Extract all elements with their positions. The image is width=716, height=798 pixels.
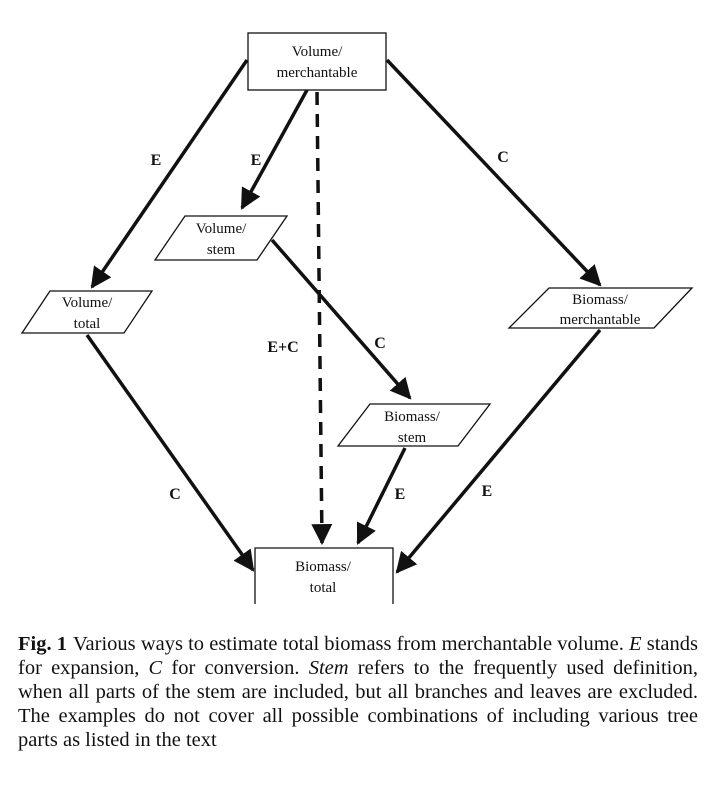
caption-e-symbol: E <box>629 633 642 655</box>
node-biomass-stem-line2: stem <box>398 430 427 446</box>
edge-volume-merchantable-to-biomass-merchantable <box>385 58 602 287</box>
biomass-estimation-diagram: Volume/ merchantable Volume/ stem Volume… <box>20 32 694 604</box>
node-volume-stem-line2: stem <box>207 242 236 258</box>
node-biomass-stem-line1: Biomass/ <box>384 409 441 425</box>
edge-volume-merchantable-to-volume-total <box>90 59 249 289</box>
edge-label-vm-bt: E+C <box>267 339 298 356</box>
edge-biomass-stem-to-biomass-total <box>356 447 407 545</box>
edge-label-vm-bm: C <box>497 149 509 166</box>
node-volume-merchantable: Volume/ merchantable <box>247 32 387 91</box>
figure-label: Fig. 1 <box>18 633 68 655</box>
node-volume-total-line1: Volume/ <box>62 295 113 311</box>
node-biomass-merchantable: Biomass/ merchantable <box>507 287 694 329</box>
node-biomass-total-line1: Biomass/ <box>295 559 352 575</box>
caption-stem-word: Stem <box>308 657 349 679</box>
edge-volume-merchantable-to-volume-stem <box>240 89 309 210</box>
node-volume-total: Volume/ total <box>20 290 154 334</box>
caption-text-2: stands for expansion, <box>18 633 698 679</box>
edge-volume-stem-to-biomass-stem <box>270 238 412 400</box>
edge-volume-total-to-biomass-total <box>85 333 255 572</box>
edge-label-bm-bt: E <box>482 483 493 500</box>
node-volume-total-line2: total <box>74 316 101 332</box>
edge-label-bs-bt: E <box>395 486 406 503</box>
node-biomass-merchantable-line1: Biomass/ <box>572 292 629 308</box>
edge-label-vm-vt: E <box>151 152 162 169</box>
node-volume-merchantable-line1: Volume/ <box>292 44 343 60</box>
edge-label-vt-bt: C <box>169 486 181 503</box>
node-volume-stem: Volume/ stem <box>153 215 289 261</box>
node-volume-merchantable-line2: merchantable <box>277 65 358 81</box>
edge-label-vm-vs: E <box>251 152 262 169</box>
edge-volume-merchantable-to-biomass-total <box>311 91 333 546</box>
node-volume-stem-line1: Volume/ <box>196 221 247 237</box>
node-biomass-total: Biomass/ total <box>254 547 394 604</box>
node-biomass-merchantable-line2: merchantable <box>560 312 641 328</box>
caption-c-symbol: C <box>148 657 163 679</box>
figure-caption: Fig. 1 Various ways to estimate total bio… <box>18 632 698 752</box>
edge-label-vs-bs: C <box>374 335 386 352</box>
caption-text-1: Various ways to estimate total biomass f… <box>73 633 630 655</box>
node-biomass-stem: Biomass/ stem <box>336 403 492 447</box>
edge-biomass-merchantable-to-biomass-total <box>395 328 602 574</box>
caption-text-3: for conversion. <box>162 657 309 679</box>
caption-text-4: refers to the frequently used definition… <box>18 657 698 751</box>
node-biomass-total-line2: total <box>310 580 337 596</box>
